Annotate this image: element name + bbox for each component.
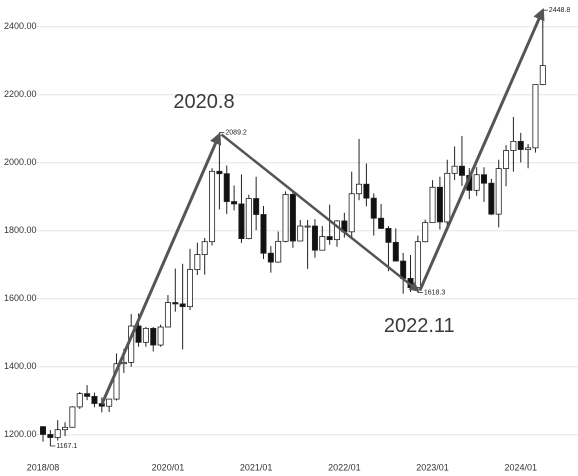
y-tick-label: 2400.00 bbox=[4, 21, 37, 31]
annotation: 2022.11 bbox=[384, 315, 455, 337]
x-tick-label: 2018/08 bbox=[27, 462, 60, 472]
candle-body bbox=[525, 147, 532, 150]
candle-body bbox=[297, 225, 304, 242]
candle-body bbox=[488, 182, 495, 215]
candle-body bbox=[532, 84, 539, 149]
price-label: 2089.2 bbox=[225, 129, 247, 136]
candle-body bbox=[209, 170, 216, 243]
candle-body bbox=[480, 174, 487, 184]
candle-body bbox=[186, 269, 193, 308]
x-tick-label: 2024/01 bbox=[504, 462, 537, 472]
y-tick-label: 1800.00 bbox=[4, 225, 37, 235]
candle-body bbox=[91, 395, 98, 404]
x-tick-label: 2020/01 bbox=[152, 462, 185, 472]
candle-body bbox=[289, 194, 296, 242]
candle-body bbox=[216, 170, 223, 175]
candle-body bbox=[172, 302, 179, 305]
y-tick-label: 1600.00 bbox=[4, 293, 37, 303]
candle-body bbox=[378, 217, 385, 229]
annotation: 2020.8 bbox=[173, 91, 234, 113]
candle-body bbox=[179, 303, 186, 308]
y-tick-label: 1200.00 bbox=[4, 429, 37, 439]
candle-body bbox=[414, 241, 421, 288]
candle-body bbox=[503, 150, 510, 169]
candle-body bbox=[458, 165, 465, 176]
trend-arrow bbox=[418, 8, 545, 292]
candle-body bbox=[201, 241, 208, 255]
candle-body bbox=[120, 361, 127, 365]
candle-body bbox=[245, 198, 252, 240]
candle-body bbox=[69, 406, 76, 428]
price-label: 1618.3 bbox=[424, 289, 446, 296]
candle-body bbox=[84, 393, 91, 397]
candle-body bbox=[223, 173, 230, 202]
candle-body bbox=[113, 363, 120, 400]
price-label: 1167.1 bbox=[56, 443, 77, 450]
candle-body bbox=[304, 225, 311, 228]
candle-body bbox=[436, 186, 443, 223]
candle-body bbox=[444, 172, 451, 223]
candle-body bbox=[311, 225, 318, 251]
trend-arrow bbox=[220, 133, 420, 292]
x-tick-label: 2022/01 bbox=[328, 462, 361, 472]
candle-body bbox=[348, 193, 355, 233]
candle-body bbox=[319, 236, 326, 251]
candle-body bbox=[275, 240, 282, 263]
candle-body bbox=[157, 326, 164, 346]
candle-body bbox=[356, 183, 363, 195]
candle-body bbox=[253, 198, 260, 215]
candle-body bbox=[238, 203, 245, 240]
y-tick-label: 1400.00 bbox=[4, 361, 37, 371]
candle-body bbox=[135, 325, 142, 343]
candle-body bbox=[363, 183, 370, 199]
candle-body bbox=[333, 220, 340, 241]
candle-body bbox=[517, 140, 524, 150]
candle-body bbox=[164, 302, 171, 328]
candle-body bbox=[267, 252, 274, 263]
candle-body bbox=[142, 327, 149, 343]
candle-body bbox=[150, 327, 157, 346]
candle-body bbox=[54, 429, 61, 438]
candle-body bbox=[539, 65, 546, 85]
candle-body bbox=[385, 228, 392, 243]
y-tick-label: 2200.00 bbox=[4, 89, 37, 99]
candle-body bbox=[370, 197, 377, 219]
trend-arrow bbox=[100, 132, 222, 405]
x-tick-label: 2023/01 bbox=[416, 462, 449, 472]
candle-body bbox=[473, 174, 480, 191]
candle-body bbox=[231, 201, 238, 205]
candle-body bbox=[260, 214, 267, 254]
candle-body bbox=[392, 241, 399, 262]
candle-body bbox=[106, 398, 113, 407]
candle-body bbox=[429, 186, 436, 224]
price-label: 2448.8 bbox=[549, 7, 571, 14]
candle-body bbox=[47, 434, 54, 438]
y-tick-label: 2000.00 bbox=[4, 157, 37, 167]
candle-body bbox=[326, 236, 333, 241]
candle-body bbox=[62, 426, 69, 431]
candle-body bbox=[400, 260, 407, 279]
candle-body bbox=[510, 140, 517, 151]
candle-body bbox=[40, 426, 47, 435]
candle-body bbox=[282, 194, 289, 242]
candle-body bbox=[451, 165, 458, 174]
candle-body bbox=[194, 254, 201, 270]
candle-body bbox=[76, 393, 83, 408]
candle-body bbox=[495, 168, 502, 215]
x-tick-label: 2021/01 bbox=[240, 462, 273, 472]
candle-body bbox=[422, 222, 429, 243]
